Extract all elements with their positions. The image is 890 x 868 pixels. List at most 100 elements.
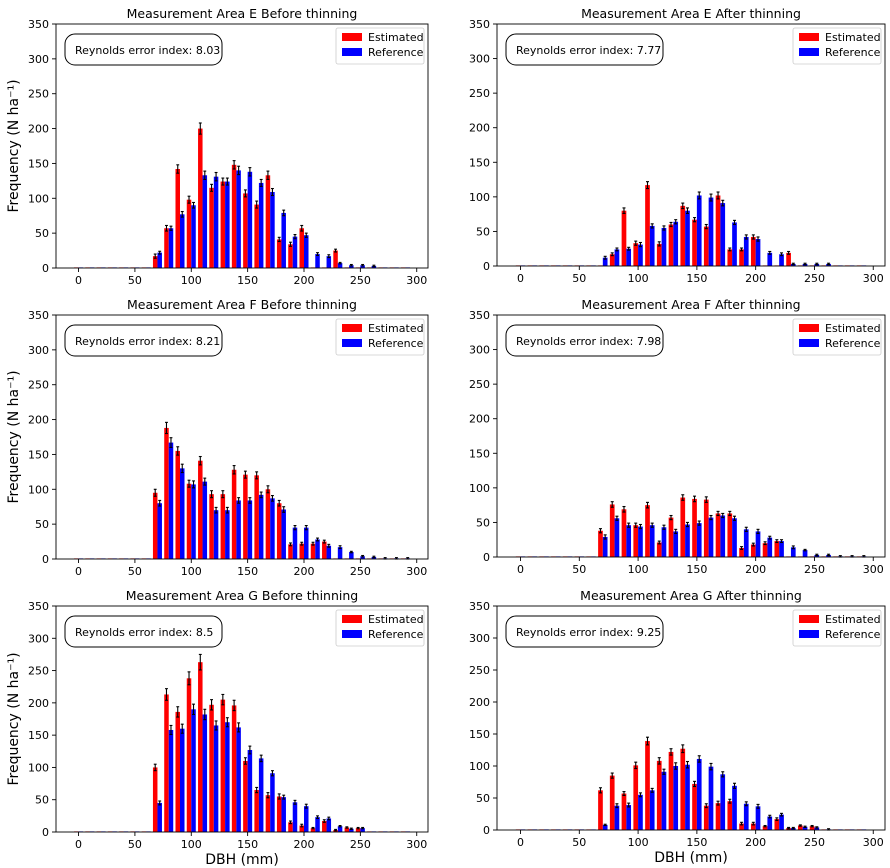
estimated-bar — [164, 694, 169, 832]
y-tick-label: 250 — [469, 378, 490, 391]
error-bar — [751, 542, 755, 547]
error-bar — [243, 757, 247, 765]
error-bar — [210, 490, 214, 499]
reference-bar — [661, 771, 667, 830]
estimated-bar — [680, 748, 686, 830]
reference-bar — [743, 803, 749, 830]
error-bar — [681, 202, 685, 210]
error-bar — [248, 745, 252, 755]
estimated-bar — [231, 469, 237, 559]
error-bar — [768, 250, 772, 255]
legend-swatch-estimated — [342, 615, 362, 623]
x-tick-label: 50 — [572, 563, 586, 576]
error-bar — [255, 471, 259, 480]
error-bar — [349, 550, 353, 554]
error-bar — [740, 821, 744, 826]
error-bar — [289, 542, 292, 547]
error-bar — [733, 782, 737, 789]
x-tick-label: 100 — [181, 565, 202, 578]
error-bar — [304, 524, 308, 531]
x-tick-label: 150 — [686, 272, 707, 285]
error-bar — [716, 510, 720, 517]
estimated-bar — [288, 544, 293, 559]
error-bar — [237, 165, 241, 176]
y-tick-label: 100 — [469, 760, 490, 773]
estimated-bar — [198, 662, 203, 832]
error-bar — [803, 262, 807, 266]
x-tick-label: 300 — [863, 272, 884, 285]
estimated-bar — [692, 783, 697, 830]
estimated-bar — [715, 513, 721, 557]
error-bar — [327, 816, 331, 821]
error-bar — [704, 223, 708, 230]
error-bar — [728, 798, 732, 804]
reference-bar — [602, 536, 608, 557]
reference-bar — [191, 484, 196, 559]
error-bar — [685, 760, 689, 769]
reference-bar — [180, 214, 185, 268]
error-bar — [780, 812, 784, 817]
annotation-box — [64, 324, 223, 357]
estimated-bar — [668, 224, 674, 266]
chart-title: Measurement Area F After thinning — [581, 297, 800, 312]
error-bar — [768, 814, 772, 819]
estimated-bar — [198, 128, 203, 268]
estimated-bar — [175, 450, 180, 559]
y-tick-label: 350 — [469, 309, 490, 322]
x-tick-label: 150 — [237, 838, 258, 851]
estimated-bar — [220, 181, 226, 268]
error-bar — [634, 240, 638, 246]
estimated-bar — [243, 760, 248, 832]
error-bar — [203, 477, 207, 486]
error-bar — [681, 744, 685, 754]
error-bar — [255, 200, 259, 209]
y-tick-label: 50 — [35, 794, 49, 807]
error-bar — [153, 488, 157, 497]
estimated-bar — [739, 249, 744, 266]
legend-swatch-reference — [799, 339, 819, 347]
error-bar — [334, 248, 338, 253]
estimated-bar — [680, 205, 686, 266]
reference-bar — [638, 526, 643, 557]
estimated-bar — [220, 494, 226, 559]
estimated-bar — [786, 252, 791, 266]
estimated-bar — [656, 760, 662, 830]
reference-bar — [614, 518, 620, 557]
estimated-bar — [231, 705, 237, 832]
error-bar — [815, 826, 819, 829]
reference-bar — [304, 806, 309, 832]
error-bar — [704, 496, 708, 503]
x-tick-label: 300 — [863, 563, 884, 576]
error-bar — [662, 225, 666, 231]
reference-bar — [661, 227, 667, 266]
estimated-bar — [645, 185, 650, 266]
estimated-bar — [692, 219, 697, 266]
y-tick-label: 0 — [483, 824, 490, 837]
reference-bar — [755, 239, 761, 266]
y-tick-label: 250 — [28, 379, 49, 392]
reference-bar — [802, 550, 808, 557]
error-bar — [721, 199, 725, 207]
error-bar — [709, 193, 713, 202]
estimated-bar — [727, 513, 733, 557]
reynolds-error-annotation: Reynolds error index: 8.03 — [75, 44, 220, 57]
reference-bar — [602, 257, 608, 266]
error-bar — [176, 446, 180, 456]
error-bar — [300, 224, 304, 232]
estimated-bar — [621, 793, 627, 830]
legend-swatch-estimated — [799, 33, 819, 41]
annotation-box — [505, 324, 664, 357]
estimated-bar — [152, 492, 158, 559]
error-bar — [338, 261, 342, 265]
estimated-bar — [739, 548, 744, 557]
reference-bar — [202, 714, 208, 832]
error-bar — [787, 826, 791, 830]
error-bar — [338, 824, 342, 828]
error-bar — [372, 264, 376, 268]
error-bar — [266, 792, 270, 799]
estimated-bar — [231, 164, 237, 268]
x-tick-label: 0 — [75, 274, 82, 287]
estimated-bar — [750, 823, 756, 830]
error-bar — [681, 494, 685, 501]
legend-label-estimated: Estimated — [825, 322, 881, 335]
